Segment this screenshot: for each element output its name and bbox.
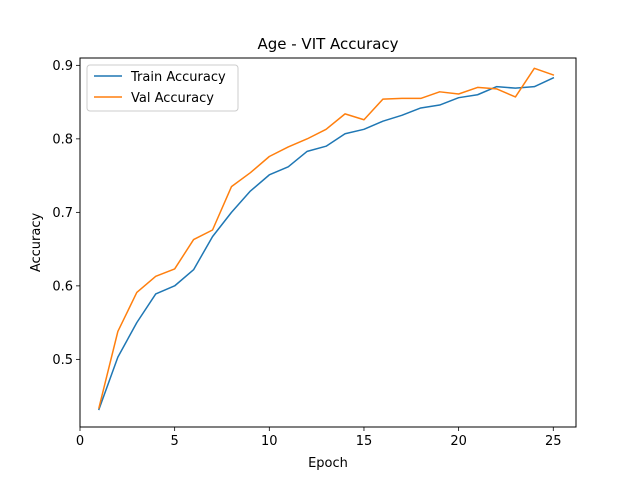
y-tick-label: 0.7: [52, 206, 73, 221]
x-tick-label: 20: [450, 434, 467, 449]
x-tick-label: 5: [171, 434, 179, 449]
chart-title: Age - VIT Accuracy: [257, 35, 398, 53]
y-tick-label: 0.9: [52, 59, 73, 74]
legend: Train Accuracy Val Accuracy: [86, 64, 239, 112]
ticks-layer: 0 5 10 15 20 25 0.5 0.6 0.7 0.8 0.9: [52, 59, 561, 449]
series-line-val-accuracy: [98, 67, 555, 409]
legend-label-val: Val Accuracy: [131, 91, 214, 106]
y-tick-label: 0.5: [52, 353, 73, 368]
x-tick-label: 0: [76, 434, 84, 449]
series-layer: [97, 67, 555, 411]
plot-area: [80, 58, 576, 427]
y-tick-label: 0.6: [52, 279, 73, 294]
series-line-train-accuracy: [97, 76, 555, 411]
y-axis-label: Accuracy: [29, 213, 44, 273]
x-axis-label: Epoch: [308, 456, 348, 471]
x-tick-label: 15: [356, 434, 373, 449]
plot-frame: [79, 57, 577, 428]
x-tick-label: 10: [261, 434, 278, 449]
legend-label-train: Train Accuracy: [130, 70, 226, 85]
x-tick-label: 25: [545, 434, 562, 449]
legend-box: [86, 64, 239, 112]
y-tick-label: 0.8: [52, 132, 73, 147]
